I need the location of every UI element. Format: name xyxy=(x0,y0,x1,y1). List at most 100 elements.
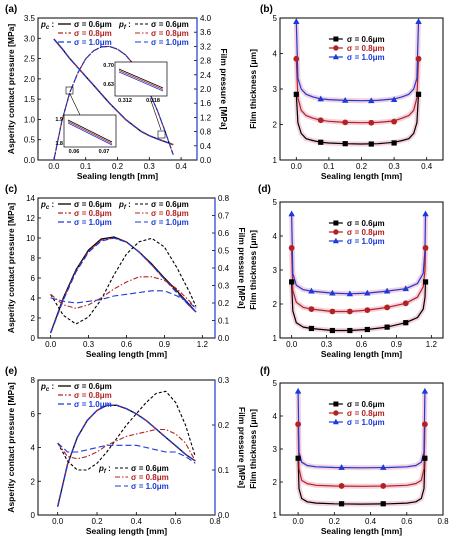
series-line-5 xyxy=(57,428,196,462)
series-line-2 xyxy=(297,424,426,487)
legend-pc-symbol: pc : xyxy=(40,382,54,393)
legend-pc-label: σ = 0.8μm xyxy=(74,209,112,218)
legend-pf-letter: p xyxy=(98,464,104,473)
y-tick-label: 6 xyxy=(31,410,36,419)
y-axis-label: Film thickness [μm] xyxy=(248,49,258,129)
marker-square xyxy=(364,326,370,333)
legend-pf-subscript: f xyxy=(124,205,127,211)
marker-square xyxy=(384,324,390,330)
y-axis-label: Asperity contact pressure [MPa] xyxy=(6,203,16,334)
y2-tick-label: 0.0 xyxy=(218,334,230,343)
marker-triangle xyxy=(294,387,302,394)
marker-circle xyxy=(288,245,295,251)
y-tick-label: 14 xyxy=(26,194,35,203)
marker-square xyxy=(329,327,335,334)
legend-pc-label: σ = 0.8μm xyxy=(74,29,112,38)
y2-tick-label: 0.2 xyxy=(218,299,230,308)
panel-label: (c) xyxy=(5,184,17,195)
y-tick-label: 2.5 xyxy=(24,55,36,64)
y-tick-label: 4 xyxy=(31,444,36,453)
y2-tick-label: 4.0 xyxy=(200,14,212,23)
x-tick-label: 0.3 xyxy=(389,162,401,171)
series-line-5 xyxy=(50,276,197,309)
y-tick-label: 1.5 xyxy=(24,95,36,104)
x-tick-label: 0.9 xyxy=(391,340,403,349)
panel-label: (d) xyxy=(258,184,271,195)
x-tick-label: 0.2 xyxy=(91,517,103,526)
marker-triangle xyxy=(338,464,345,470)
y2-tick-label: 3.2 xyxy=(200,42,212,51)
y2-tick-label: 0.8 xyxy=(218,194,230,203)
x-tick-label: 0.0 xyxy=(286,340,298,349)
marker-triangle xyxy=(390,96,398,103)
panel-label: (a) xyxy=(5,4,17,15)
marker-triangle xyxy=(288,210,295,217)
x-tick-label: 0.3 xyxy=(321,340,333,349)
y-tick-label: 4 xyxy=(273,50,278,59)
series-line-1 xyxy=(49,236,197,334)
x-tick-label: 0.4 xyxy=(176,162,188,171)
marker-triangle xyxy=(308,287,315,294)
inset-y-tick: 0.70 xyxy=(103,63,114,69)
y-tick-label: 0 xyxy=(31,511,36,520)
legend-marker-triangle xyxy=(332,418,339,425)
x-tick-label: 1.2 xyxy=(426,340,438,349)
legend-pf-label: σ = 0.6μm xyxy=(131,464,169,473)
panel-label: (b) xyxy=(260,4,273,15)
panel-e: (e) 0.0 0.2 0.4 0.6 0.8 0 2 4 6 8 0.0 0.1 0.2 0.3 Seali… xyxy=(5,366,247,536)
y-tick-label: 3 xyxy=(273,445,278,454)
insets: 0.70 0.63 0.312 0.318 1.9 1.8 0.06 0.07 xyxy=(55,61,168,155)
y2-tick-label: 0.5 xyxy=(218,247,230,256)
marker-circle xyxy=(384,304,391,311)
inset-y-tick: 0.63 xyxy=(103,82,114,88)
legend-pc-subscript: c xyxy=(46,387,50,393)
series-line-1 xyxy=(295,94,420,145)
y-tick-label: 2 xyxy=(273,121,278,130)
plot-area xyxy=(294,387,429,507)
x-tick-label: 0.9 xyxy=(159,340,171,349)
series-line-6 xyxy=(50,290,197,309)
y-tick-label: 0.0 xyxy=(24,156,36,165)
y2-tick-label: 0.7 xyxy=(218,212,230,221)
y-tick-label: 1 xyxy=(273,511,278,520)
inset-x-tick: 0.318 xyxy=(146,98,160,104)
inset-line xyxy=(67,122,113,146)
marker-circle xyxy=(415,55,422,62)
y-tick-label: 3.5 xyxy=(24,14,36,23)
legend-pf-symbol: pf : xyxy=(118,200,131,211)
legend-label: σ = 0.6μm xyxy=(347,35,385,44)
y-tick-label: 3 xyxy=(273,266,278,275)
y2-tick-label: 2.0 xyxy=(200,85,212,94)
x-tick-label: 0.4 xyxy=(131,517,143,526)
inset-line xyxy=(118,68,164,89)
x-axis-label: Sealing length [mm] xyxy=(321,171,402,181)
series-highlight xyxy=(295,424,428,489)
marker-triangle xyxy=(346,290,354,297)
legend-marker-square xyxy=(333,220,339,226)
y2-tick-label: 0.6 xyxy=(218,229,230,238)
legend-marker-triangle xyxy=(332,237,339,244)
x-tick-label: 0.1 xyxy=(323,162,335,171)
marker-circle xyxy=(380,483,387,489)
y2-tick-label: 0.3 xyxy=(218,282,230,291)
series-line-6 xyxy=(57,442,196,464)
legend-pf-subscript: f xyxy=(124,25,127,31)
y2-tick-label: 0.8 xyxy=(200,128,212,137)
series-highlight xyxy=(293,58,421,126)
y2-tick-label: 0.1 xyxy=(218,466,230,475)
panel-c: (c) 0.0 0.3 0.6 0.9 1.2 0 2 4 6 8 10 12 14 0.0 0.1 0.2 0.… xyxy=(5,184,247,359)
y-axis-label: Asperity contact pressure [MPa] xyxy=(6,382,16,513)
legend-pc-label: σ = 1.0μm xyxy=(74,38,112,47)
y-tick-label: 2 xyxy=(273,478,278,487)
marker-square xyxy=(289,279,295,285)
y-tick-label: 4 xyxy=(31,294,36,303)
legend-pc-colon: : xyxy=(49,20,54,29)
x-tick-label: 0.8 xyxy=(437,517,449,526)
legend-pc-symbol: pc : xyxy=(40,200,54,211)
marker-square xyxy=(380,501,386,507)
series-line-1 xyxy=(57,404,196,507)
x-tick-label: 0.0 xyxy=(293,517,305,526)
x-tick-label: 0.6 xyxy=(121,340,133,349)
